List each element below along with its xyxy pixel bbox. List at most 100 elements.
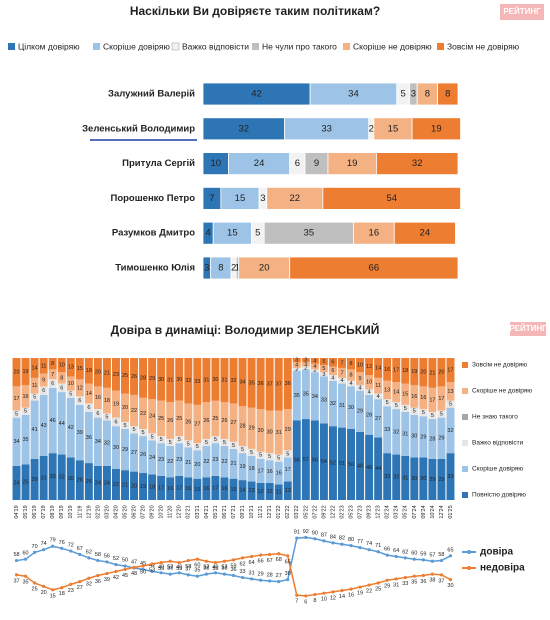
- bar-segment: [265, 453, 274, 461]
- point: [448, 578, 453, 582]
- legend-label: Зовсім не довіряю: [447, 41, 520, 51]
- category-label: Разумков Дмитро: [112, 228, 195, 239]
- point: [313, 537, 317, 541]
- point: [42, 584, 46, 589]
- bar-segment: [428, 387, 437, 412]
- value-label: 12: [330, 595, 336, 601]
- value-label: 19: [357, 591, 363, 597]
- value-label: 5: [69, 392, 72, 398]
- bar-segment: [437, 386, 446, 411]
- point: [222, 572, 227, 576]
- value-label: 16: [221, 486, 227, 492]
- bar-segment: [57, 392, 66, 455]
- bar-segment: [48, 453, 57, 500]
- value-label: 27: [276, 573, 282, 579]
- bar-segment: [292, 358, 301, 363]
- value-label: 6: [304, 599, 307, 605]
- bar-segment: [30, 358, 39, 378]
- bar-segment: [347, 429, 356, 500]
- bar-segment: [265, 460, 274, 483]
- legend-label: Важко відповісти: [472, 439, 524, 447]
- value-label: 38: [203, 566, 209, 572]
- bar-segment: [401, 404, 410, 412]
- value-label: 28: [366, 412, 372, 418]
- point: [385, 553, 389, 557]
- value-label: 3: [260, 193, 265, 204]
- value-label: 5: [133, 427, 136, 433]
- bar-segment: [102, 387, 111, 414]
- point: [295, 593, 299, 597]
- point: [322, 539, 326, 543]
- bar-segment: [139, 358, 148, 398]
- x-tick-label: 03'21: [195, 505, 201, 518]
- bar-segment: [220, 402, 229, 439]
- bar-segment: [419, 416, 428, 458]
- value-label: 16: [276, 470, 282, 476]
- value-label: 30: [68, 476, 74, 482]
- bar-segment: [446, 382, 455, 401]
- bar-segment: [347, 380, 356, 387]
- value-label: 32: [86, 582, 92, 588]
- value-label: 34: [239, 380, 245, 386]
- point: [51, 544, 55, 548]
- value-label: 17: [393, 368, 399, 374]
- point: [132, 565, 136, 569]
- value-label: 37: [185, 566, 191, 572]
- bar-segment: [202, 438, 211, 447]
- point: [213, 571, 218, 575]
- value-label: 40: [176, 564, 182, 570]
- bar-segment: [338, 377, 346, 384]
- value-label: 5: [255, 228, 260, 239]
- value-label: 20: [122, 405, 128, 411]
- value-label: 32: [230, 378, 236, 384]
- bar-segment: [48, 358, 57, 370]
- bar-segment: [274, 454, 283, 462]
- value-label: 71: [375, 543, 381, 549]
- bar-segment: [148, 358, 157, 400]
- value-label: 33: [384, 474, 390, 480]
- x-tick-label: 02'21: [186, 505, 192, 518]
- bar-segment: [446, 400, 455, 408]
- value-label: 14: [393, 390, 399, 396]
- value-label: 5: [241, 447, 244, 453]
- bar-segment: [102, 420, 111, 466]
- value-label: 4: [368, 390, 371, 396]
- value-label: 66: [384, 547, 390, 553]
- x-tick-label: 07'20: [141, 505, 147, 518]
- bar-segment: [301, 362, 310, 367]
- value-label: 14: [239, 488, 245, 494]
- value-label: 4: [377, 394, 380, 400]
- bar-segment: [247, 448, 256, 456]
- value-label: 16: [22, 394, 28, 400]
- bar-segment: [437, 410, 446, 418]
- value-label: 28: [239, 424, 245, 430]
- value-label: 4: [313, 358, 316, 364]
- value-label: 18: [104, 398, 110, 404]
- value-label: 42: [149, 563, 155, 569]
- value-label: 40: [158, 564, 164, 570]
- value-label: 14: [339, 594, 345, 600]
- value-label: 31: [402, 475, 408, 481]
- legend-swatch: [462, 466, 468, 472]
- value-label: 9: [314, 158, 319, 169]
- bar-segment: [374, 393, 383, 400]
- bar-segment: [319, 376, 328, 424]
- point: [23, 574, 28, 578]
- bar-segment: [175, 436, 184, 444]
- value-label: 12: [258, 489, 264, 495]
- bar-segment: [283, 409, 292, 451]
- bar-segment: [365, 434, 374, 500]
- value-label: 6: [78, 398, 81, 404]
- value-label: 16: [267, 469, 273, 475]
- value-label: 13: [68, 365, 74, 371]
- value-label: 74: [41, 541, 47, 547]
- bar-segment: [102, 358, 111, 388]
- bar-segment: [12, 417, 21, 466]
- x-tick-label: 12'19: [86, 505, 92, 518]
- value-label: 22: [113, 482, 119, 488]
- value-label: 15: [50, 593, 56, 599]
- bar-segment: [328, 366, 337, 376]
- value-label: 15: [235, 193, 246, 204]
- value-label: 42: [113, 575, 119, 581]
- value-label: 29: [420, 434, 426, 440]
